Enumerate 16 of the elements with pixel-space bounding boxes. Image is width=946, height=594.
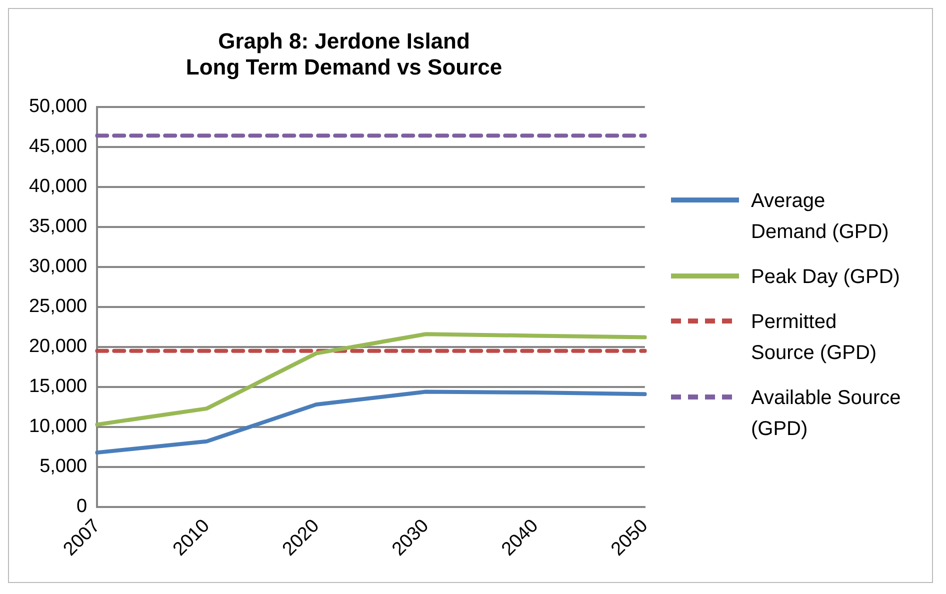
legend-label: Average Demand (GPD) [751,189,890,245]
chart-title: Graph 8: Jerdone Island Long Term Demand vs Source [186,28,502,80]
y-tick-label: 30,000 [28,256,88,278]
legend-label: Available Source (GPD) [751,386,901,442]
y-tick-label: 10,000 [28,416,88,438]
y-tick-label: 35,000 [28,216,88,238]
y-tick-label: 15,000 [28,376,88,398]
y-tick-label: 40,000 [28,176,88,198]
y-tick-label: 50,000 [28,96,88,118]
y-tick-label: 0 [76,496,88,518]
y-tick-label: 45,000 [28,136,88,158]
y-tick-label: 20,000 [28,336,88,358]
legend-label: Peak Day (GPD) [751,265,901,290]
legend-label: Permitted Source (GPD) [751,310,878,366]
y-tick-label: 25,000 [28,296,88,318]
y-tick-label: 5,000 [40,456,88,478]
